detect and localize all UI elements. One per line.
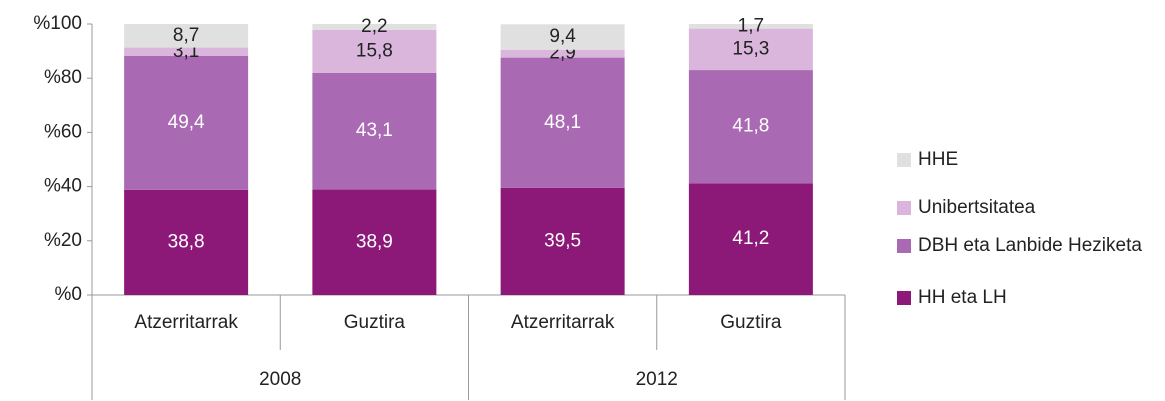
data-label: 9,4 (549, 26, 576, 47)
data-label: 41,2 (732, 228, 769, 249)
bar-segment (312, 29, 437, 73)
bar-segment (688, 70, 813, 184)
x-tick-label: Atzerritarrak (134, 312, 238, 333)
data-label: 8,7 (173, 25, 199, 46)
legend-swatch (897, 153, 911, 167)
bar-segment (312, 72, 437, 190)
bar-segment (500, 57, 625, 188)
bar-segment (124, 24, 249, 48)
bar-segment (124, 189, 249, 295)
legend-label: Unibertsitatea (918, 197, 1036, 218)
bar-segment (688, 183, 813, 295)
bar-segment (124, 55, 249, 190)
data-label: 48,1 (544, 112, 581, 133)
y-tick-label: %40 (44, 176, 82, 197)
bar-segment (124, 47, 249, 56)
data-label: 38,9 (356, 231, 393, 252)
y-tick-label: %60 (44, 121, 82, 142)
data-label: 1,7 (738, 15, 764, 36)
bar-segment (688, 24, 813, 29)
x-tick-label: Guztira (720, 312, 782, 333)
y-tick-label: %0 (55, 284, 82, 305)
data-label: 49,4 (168, 112, 205, 133)
data-label: 41,8 (732, 116, 769, 137)
bar-segment (500, 24, 625, 50)
legend-swatch (897, 239, 911, 253)
legend-label: DBH eta Lanbide Heziketa (918, 235, 1142, 256)
y-tick-label: %80 (44, 67, 82, 88)
y-tick-label: %20 (44, 230, 82, 251)
data-label: 38,8 (168, 231, 205, 252)
data-label: 2,2 (361, 16, 387, 37)
x-tick-label: Atzerritarrak (511, 312, 615, 333)
data-label: 15,3 (732, 38, 769, 59)
bar-segment (500, 49, 625, 58)
data-label: 15,8 (356, 40, 393, 61)
x-tick-label: Guztira (344, 312, 406, 333)
legend-swatch (897, 291, 911, 305)
legend-label: HHE (918, 149, 958, 170)
data-label: 39,5 (544, 230, 581, 251)
bar-segment (688, 28, 813, 71)
group-label: 2008 (259, 369, 301, 390)
bar-segment (312, 189, 437, 295)
bar-segment (312, 24, 437, 30)
bar-segment (500, 187, 625, 295)
data-label: 43,1 (356, 120, 393, 141)
legend-swatch (897, 201, 911, 215)
legend-label: HH eta LH (918, 287, 1007, 308)
group-label: 2012 (636, 369, 678, 390)
y-tick-label: %100 (33, 13, 82, 34)
